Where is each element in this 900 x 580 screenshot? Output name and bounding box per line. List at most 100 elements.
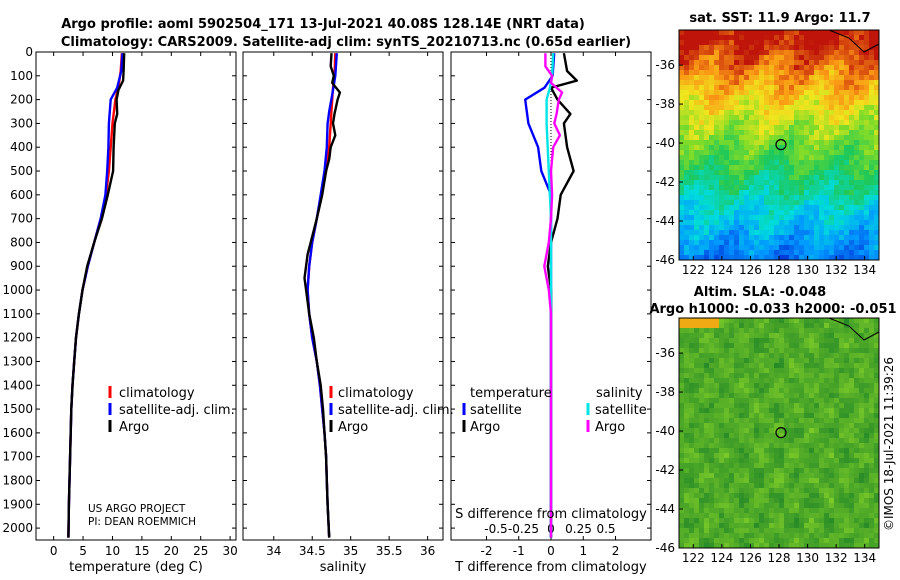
map-cell	[679, 373, 685, 379]
map-cell	[684, 523, 690, 529]
map-cell	[729, 408, 735, 414]
map-cell	[714, 463, 720, 469]
map-cell	[769, 343, 775, 349]
map-cell	[849, 150, 855, 156]
map-cell	[739, 318, 745, 324]
map-cell	[859, 90, 865, 96]
map-cell	[834, 230, 840, 236]
map-cell	[679, 225, 685, 231]
map-cell	[839, 45, 845, 51]
map-cell	[689, 378, 695, 384]
map-cell	[829, 453, 835, 459]
map-cell	[804, 70, 810, 76]
map-cell	[834, 55, 840, 61]
map-cell	[874, 100, 879, 106]
map-cell	[709, 220, 715, 226]
map-cell	[739, 488, 745, 494]
map-cell	[859, 210, 865, 216]
map-cell	[699, 473, 705, 479]
map-cell	[734, 145, 740, 151]
map-cell	[684, 195, 690, 201]
map-cell	[744, 240, 750, 246]
map-cell	[714, 250, 720, 256]
map-cell	[794, 75, 800, 81]
map-cell	[684, 408, 690, 414]
map-cell	[834, 433, 840, 439]
map-cell	[834, 358, 840, 364]
map-cell	[864, 245, 870, 251]
map-cell	[809, 443, 815, 449]
map-cell	[734, 250, 740, 256]
map-cell	[734, 318, 740, 324]
map-cell	[754, 528, 760, 534]
map-cell	[789, 45, 795, 51]
map-cell	[779, 348, 785, 354]
map-cell	[874, 165, 879, 171]
map-cell	[794, 235, 800, 241]
map-cell	[814, 463, 820, 469]
map-cell	[729, 40, 735, 46]
map-cell	[794, 205, 800, 211]
map-cell	[789, 538, 795, 544]
map-cell	[749, 120, 755, 126]
map-cell	[814, 408, 820, 414]
map-cell	[789, 508, 795, 514]
map-cell	[694, 533, 700, 539]
map-cell	[709, 423, 715, 429]
map-cell	[779, 115, 785, 121]
map-cell	[859, 95, 865, 101]
map-cell	[704, 205, 710, 211]
map-cell	[679, 518, 685, 524]
map-cell	[819, 165, 825, 171]
map-cell	[839, 250, 845, 256]
map-cell	[774, 388, 780, 394]
map-cell	[699, 443, 705, 449]
map-cell	[684, 413, 690, 419]
map-cell	[804, 463, 810, 469]
map-cell	[729, 523, 735, 529]
map-cell	[729, 60, 735, 66]
map-cell	[814, 220, 820, 226]
map-cell	[774, 180, 780, 186]
map-cell	[689, 408, 695, 414]
map-cell	[829, 85, 835, 91]
map-cell	[684, 165, 690, 171]
map-cell	[714, 328, 720, 334]
map-cell	[809, 538, 815, 544]
map-cell	[784, 240, 790, 246]
map-cell	[754, 318, 760, 324]
map-cell	[749, 488, 755, 494]
map-cell	[704, 433, 710, 439]
map-cell	[734, 190, 740, 196]
map-cell	[694, 348, 700, 354]
map-cell	[809, 240, 815, 246]
map-cell	[809, 30, 815, 36]
map-cell	[764, 180, 770, 186]
map-cell	[809, 135, 815, 141]
map-cell	[704, 328, 710, 334]
map-cell	[859, 498, 865, 504]
map-cell	[874, 225, 879, 231]
map-cell	[694, 508, 700, 514]
map-cell	[784, 518, 790, 524]
map-cell	[829, 250, 835, 256]
map-cell	[734, 458, 740, 464]
map-cell	[844, 165, 850, 171]
map-cell	[719, 333, 725, 339]
map-cell	[809, 100, 815, 106]
map-cell	[714, 85, 720, 91]
map-cell	[834, 518, 840, 524]
map-cell	[724, 145, 730, 151]
map-cell	[759, 363, 765, 369]
map-cell	[704, 220, 710, 226]
map-cell	[804, 508, 810, 514]
map-cell	[799, 363, 805, 369]
map-cell	[689, 165, 695, 171]
map-cell	[799, 418, 805, 424]
pi-annotation: PI: DEAN ROEMMICH	[88, 516, 196, 528]
map-cell	[744, 160, 750, 166]
map-cell	[774, 170, 780, 176]
map-cell	[739, 363, 745, 369]
map-cell	[799, 358, 805, 364]
map-cell	[854, 125, 860, 131]
